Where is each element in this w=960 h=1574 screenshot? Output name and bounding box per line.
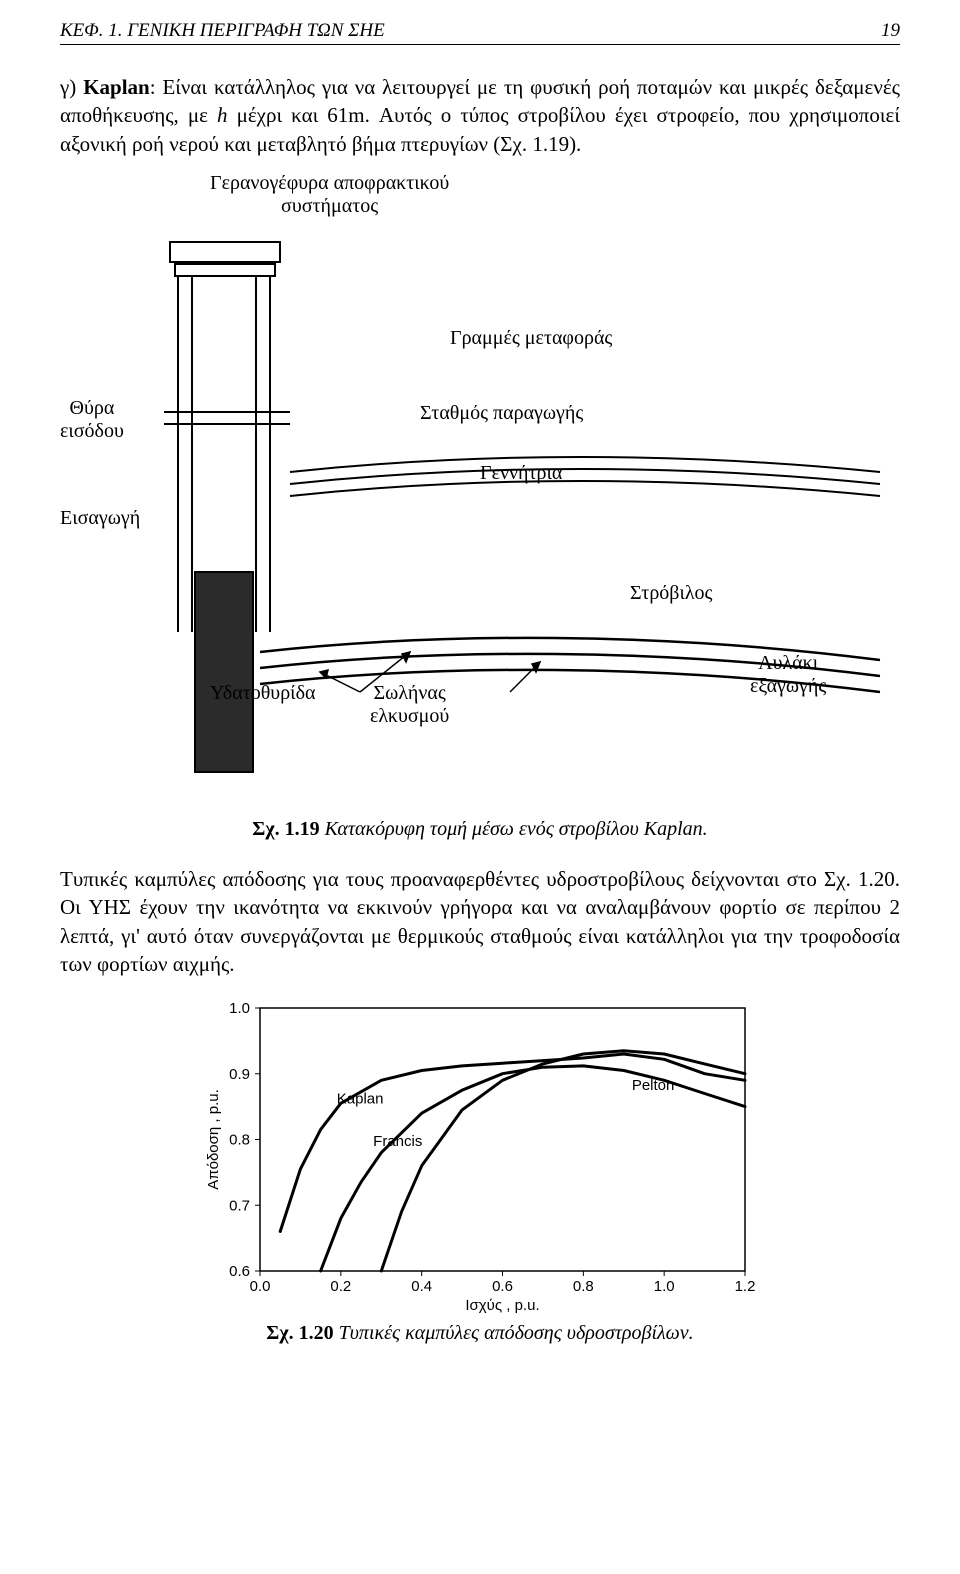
svg-text:1.2: 1.2	[735, 1278, 756, 1295]
para1-lead: γ)	[60, 75, 83, 99]
svg-text:1.0: 1.0	[229, 1000, 250, 1017]
label-draft-l2: ελκυσμού	[370, 705, 449, 728]
label-draft-l1: Σωλήνας	[370, 682, 449, 705]
caption119-bold: Σχ. 1.19	[252, 818, 319, 840]
svg-text:0.6: 0.6	[492, 1278, 513, 1295]
para1-bold: Kaplan	[83, 75, 150, 99]
page-header: ΚΕΦ. 1. ΓΕΝΙΚΗ ΠΕΡΙΓΡΑΦΗ ΤΩΝ ΣΗΕ 19	[60, 20, 900, 45]
label-intake-gate-l1: Θύρα	[60, 397, 124, 420]
label-intake-gate-l2: εισόδου	[60, 420, 124, 443]
label-tailrace: Αυλάκι εξαγωγής	[750, 652, 826, 698]
svg-text:0.8: 0.8	[573, 1278, 594, 1295]
label-crane-l1: Γερανογέφυρα αποφρακτικού	[210, 172, 449, 195]
svg-text:0.2: 0.2	[330, 1278, 351, 1295]
label-tailrace-l1: Αυλάκι	[750, 652, 826, 675]
caption119-italic: Κατακόρυφη τομή μέσω ενός στροβίλου Kapl…	[320, 818, 708, 840]
label-wicket: Υδατοθυρίδα	[210, 682, 315, 705]
label-crane: Γερανογέφυρα αποφρακτικού συστήματος	[210, 172, 449, 218]
label-intake-gate: Θύρα εισόδου	[60, 397, 124, 443]
caption-1-20: Σχ. 1.20 Τυπικές καμπύλες απόδοσης υδροσ…	[60, 1322, 900, 1345]
svg-text:Kaplan: Kaplan	[337, 1091, 384, 1108]
svg-text:Απόδοση , p.u.: Απόδοση , p.u.	[205, 1090, 222, 1191]
header-left: ΚΕΦ. 1. ΓΕΝΙΚΗ ΠΕΡΙΓΡΑΦΗ ΤΩΝ ΣΗΕ	[60, 20, 385, 42]
label-turbine: Στρόβιλος	[630, 582, 712, 605]
svg-text:0.7: 0.7	[229, 1198, 250, 1215]
caption120-italic: Τυπικές καμπύλες απόδοσης υδροστροβίλων.	[334, 1322, 694, 1344]
label-generator: Γεννήτρια	[480, 462, 562, 485]
paragraph-curves: Τυπικές καμπύλες απόδοσης για τους προαν…	[60, 865, 900, 978]
svg-text:Ισχύς , p.u.: Ισχύς , p.u.	[465, 1297, 539, 1314]
svg-text:0.4: 0.4	[411, 1278, 432, 1295]
caption120-bold: Σχ. 1.20	[266, 1322, 333, 1344]
svg-text:1.0: 1.0	[654, 1278, 675, 1295]
label-crane-l2: συστήματος	[210, 195, 449, 218]
label-draft: Σωλήνας ελκυσμού	[370, 682, 449, 728]
figure-1-20: 0.0 0.2 0.4 0.6 0.8 1.0 1.2 0.6 0.7 0.8 0.9 1.0 Ισχύ…	[200, 996, 760, 1316]
svg-text:Pelton: Pelton	[632, 1078, 675, 1095]
page-number: 19	[881, 20, 900, 42]
label-tailrace-l2: εξαγωγής	[750, 675, 826, 698]
svg-text:0.0: 0.0	[250, 1278, 271, 1295]
label-intake: Εισαγωγή	[60, 507, 140, 530]
label-powerhouse: Σταθμός παραγωγής	[420, 402, 583, 425]
fig120-svg: 0.0 0.2 0.4 0.6 0.8 1.0 1.2 0.6 0.7 0.8 0.9 1.0 Ισχύ…	[200, 996, 760, 1316]
svg-text:0.8: 0.8	[229, 1132, 250, 1149]
label-transmission: Γραμμές μεταφοράς	[450, 327, 612, 350]
svg-text:Francis: Francis	[373, 1133, 422, 1150]
caption-1-19: Σχ. 1.19 Κατακόρυφη τομή μέσω ενός στροβ…	[60, 818, 900, 841]
figure-1-19: Γερανογέφυρα αποφρακτικού συστήματος Γρα…	[60, 172, 900, 812]
fig119-svg	[60, 172, 900, 812]
svg-text:0.9: 0.9	[229, 1066, 250, 1083]
para1-h: h	[217, 103, 228, 127]
svg-text:0.6: 0.6	[229, 1263, 250, 1280]
paragraph-kaplan: γ) Kaplan: Είναι κατάλληλος για να λειτο…	[60, 73, 900, 158]
